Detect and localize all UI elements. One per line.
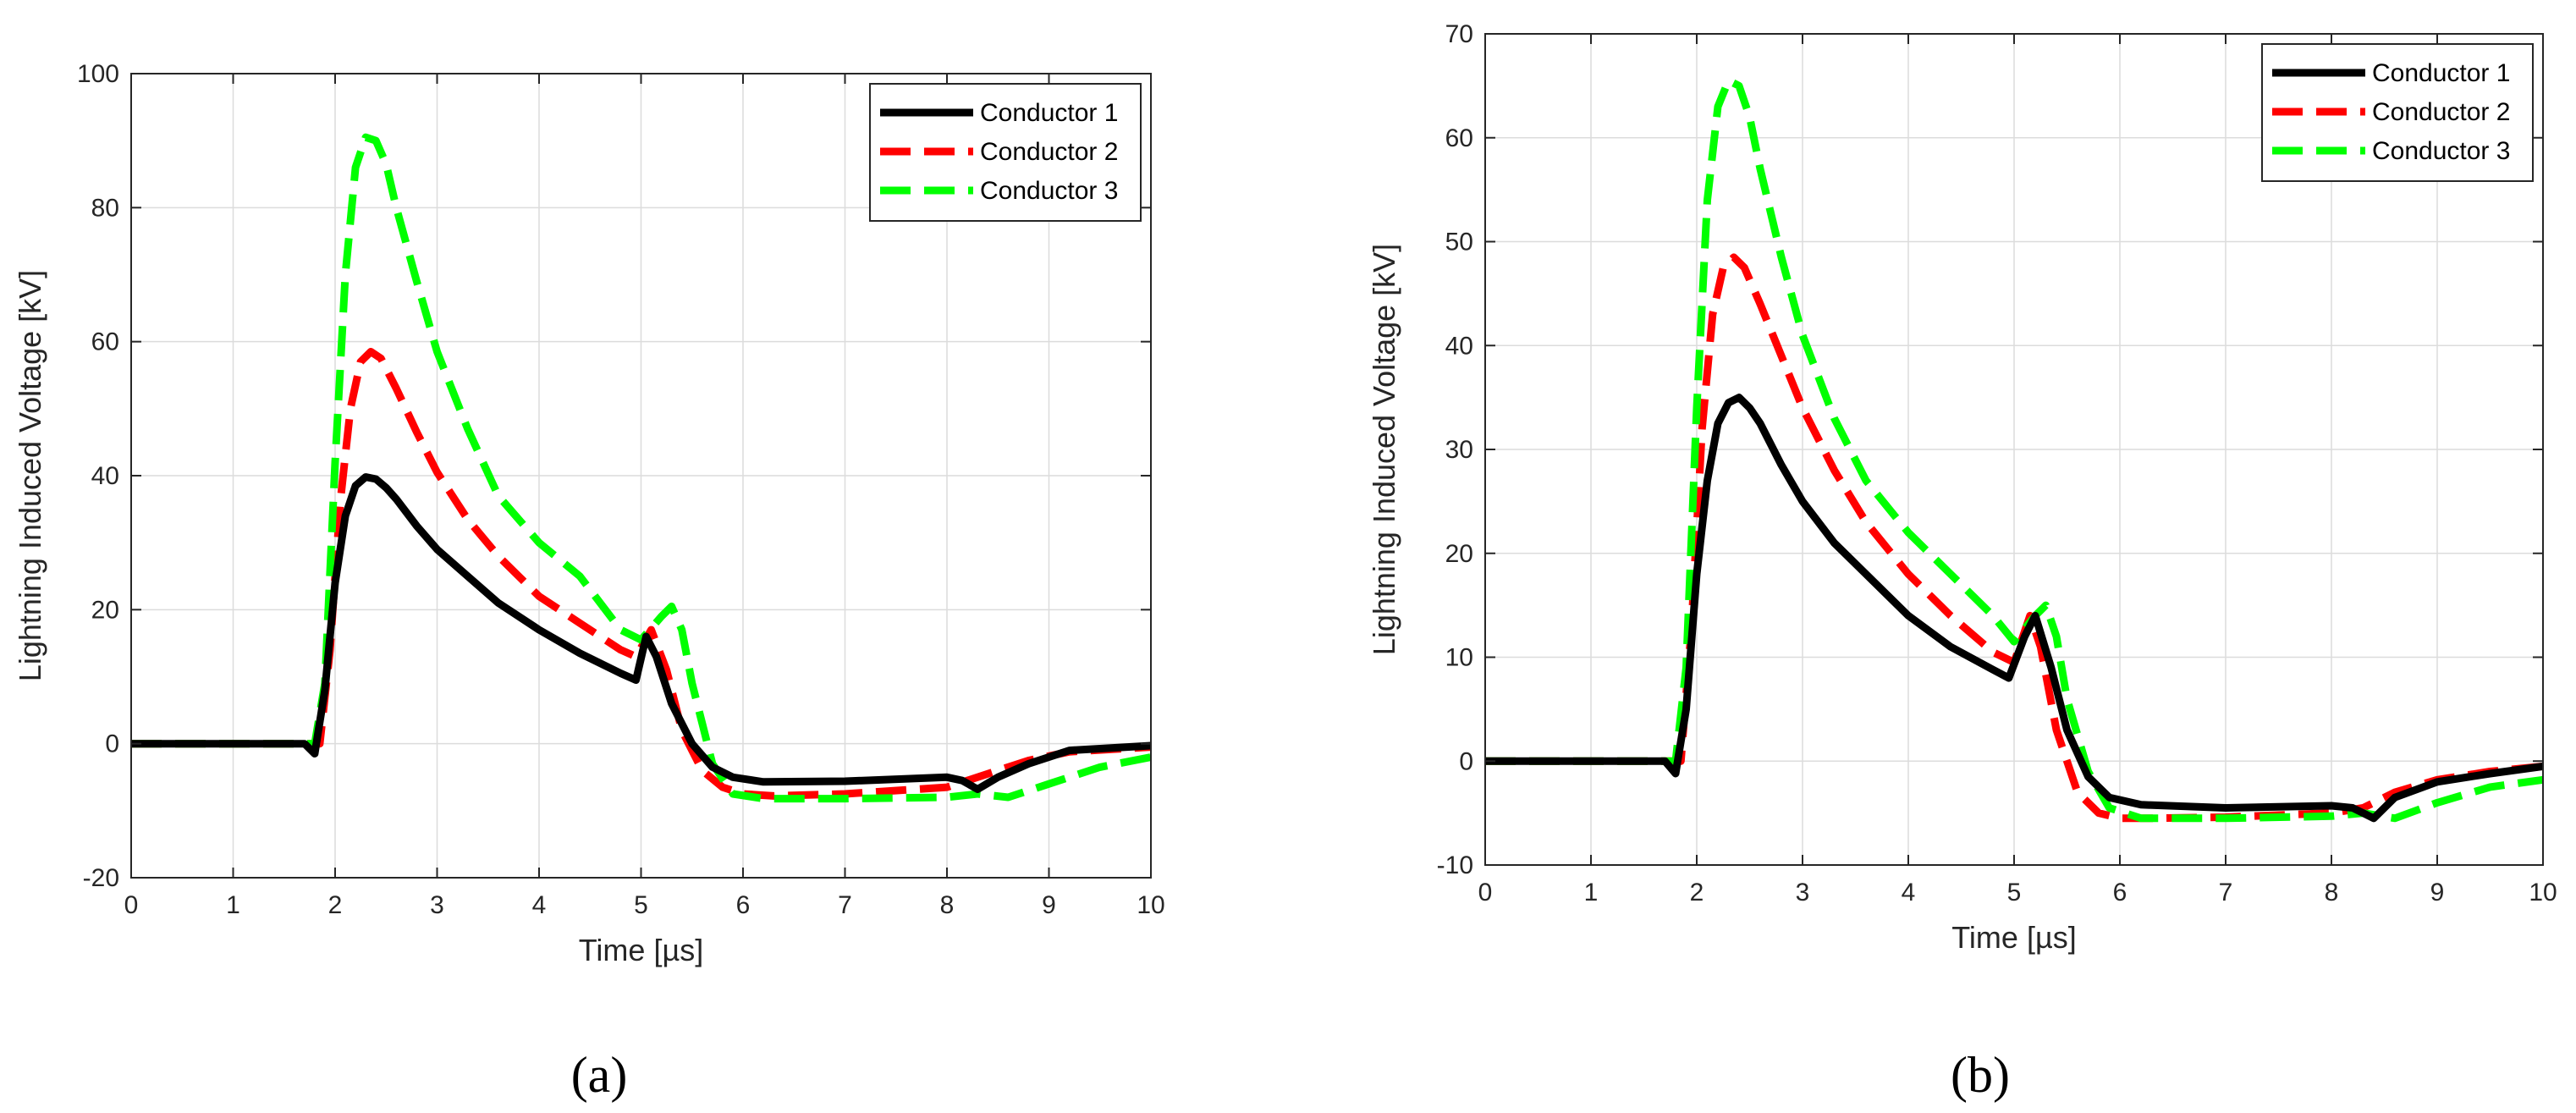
series-line-conductor-1 <box>131 473 1151 793</box>
legend-label-conductor-3: Conductor 3 <box>2372 137 2510 165</box>
x-tick-label: 4 <box>1902 879 1916 906</box>
x-tick-label: 2 <box>328 891 343 919</box>
y-tick-label: -10 <box>1437 851 1473 879</box>
y-tick-label: 0 <box>105 730 119 758</box>
x-axis-label: Time [µs] <box>1951 920 2076 955</box>
x-tick-label: 0 <box>124 891 139 919</box>
y-tick-label: 80 <box>91 194 119 222</box>
y-tick-label: 100 <box>77 60 119 88</box>
x-tick-label: 10 <box>1137 891 1164 919</box>
legend: Conductor 1 Conductor 2 Conductor 3 <box>869 83 1142 222</box>
legend-box <box>869 83 1142 222</box>
y-tick-label: 40 <box>91 462 119 490</box>
y-tick-label: 70 <box>1445 20 1473 48</box>
series-line-conductor-3 <box>1485 76 2543 823</box>
y-tick-label: -20 <box>83 864 119 892</box>
y-tick-label: 40 <box>1445 332 1473 360</box>
legend-label-conductor-2: Conductor 2 <box>2372 98 2510 126</box>
x-tick-label: 1 <box>226 891 240 919</box>
y-tick-label: 20 <box>1445 540 1473 568</box>
x-tick-label: 8 <box>940 891 955 919</box>
panel-caption: (b) <box>1951 1047 2010 1103</box>
series-line-conductor-2 <box>131 348 1151 800</box>
x-tick-label: 10 <box>2529 879 2557 906</box>
x-tick-label: 5 <box>2007 879 2022 906</box>
y-tick-label: 10 <box>1445 644 1473 672</box>
y-tick-label: 60 <box>91 328 119 356</box>
x-tick-label: 9 <box>2430 879 2445 906</box>
y-axis-label: Lightning Induced Voltage [kV] <box>13 270 47 681</box>
panel-caption: (a) <box>571 1047 628 1103</box>
y-axis-label: Lightning Induced Voltage [kV] <box>1367 244 1401 655</box>
x-tick-label: 7 <box>838 891 852 919</box>
series-line-conductor-1 <box>1485 394 2543 823</box>
series-line-conductor-3 <box>131 133 1151 803</box>
legend: Conductor 1 Conductor 2 Conductor 3 <box>2261 43 2534 182</box>
x-tick-label: 0 <box>1478 879 1493 906</box>
legend-label-conductor-1: Conductor 1 <box>980 99 1118 127</box>
x-tick-label: 6 <box>2113 879 2127 906</box>
x-tick-label: 1 <box>1584 879 1599 906</box>
x-tick-label: 3 <box>1796 879 1810 906</box>
y-tick-label: 20 <box>91 596 119 624</box>
x-tick-label: 6 <box>736 891 751 919</box>
legend-label-conductor-1: Conductor 1 <box>2372 59 2510 87</box>
x-tick-label: 7 <box>2219 879 2233 906</box>
x-tick-label: 9 <box>1042 891 1056 919</box>
x-tick-label: 2 <box>1690 879 1704 906</box>
x-tick-label: 8 <box>2325 879 2339 906</box>
series-group <box>1485 76 2543 823</box>
series-group <box>131 133 1151 803</box>
legend-label-conductor-2: Conductor 2 <box>980 138 1118 166</box>
x-axis-label: Time [µs] <box>579 933 703 967</box>
y-tick-label: 60 <box>1445 124 1473 152</box>
y-tick-label: 30 <box>1445 436 1473 464</box>
x-tick-label: 3 <box>430 891 444 919</box>
legend-box <box>2261 43 2534 182</box>
legend-label-conductor-3: Conductor 3 <box>980 177 1118 205</box>
x-tick-label: 5 <box>634 891 648 919</box>
y-tick-label: 50 <box>1445 229 1473 256</box>
x-tick-label: 4 <box>532 891 547 919</box>
y-tick-label: 0 <box>1459 747 1473 775</box>
